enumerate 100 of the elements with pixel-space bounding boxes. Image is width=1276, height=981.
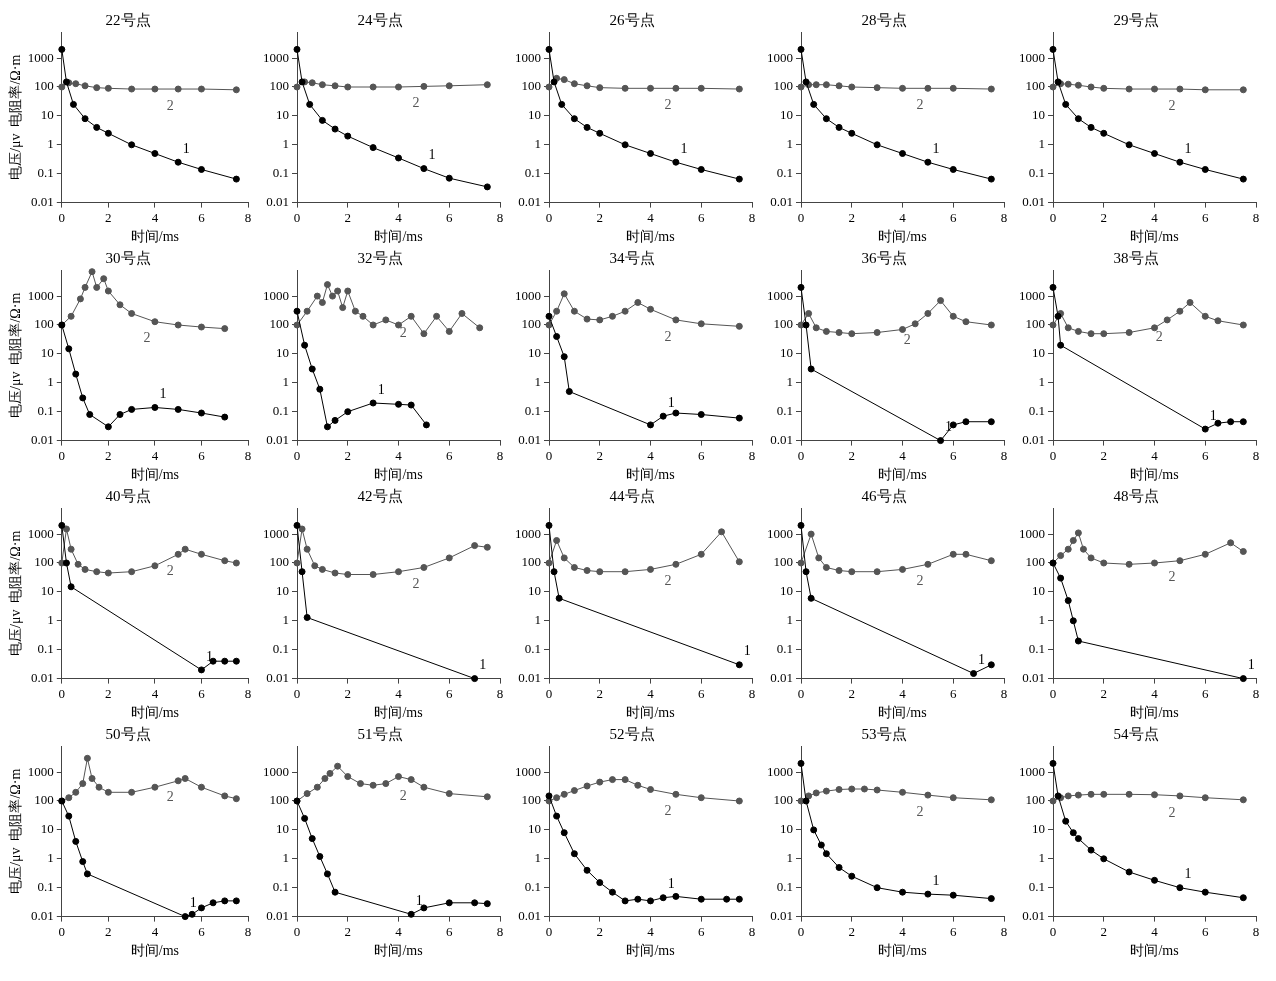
y-tick-label: 0.1 <box>37 879 54 895</box>
y-tick-label: 10 <box>780 821 793 837</box>
y-tick-label: 0.01 <box>31 432 54 448</box>
y-tick-label: 10 <box>40 583 54 599</box>
x-tick-label: 6 <box>446 923 453 939</box>
x-axis-title: 时间/ms <box>878 705 927 721</box>
y-tick-label: 0.1 <box>272 879 289 895</box>
x-tick-label: 0 <box>293 209 301 225</box>
y-tick-label: 1000 <box>263 287 289 303</box>
series-label: 2 <box>1168 569 1176 585</box>
chart-title: 54号点 <box>1113 725 1159 742</box>
y-tick-label: 1000 <box>767 525 793 541</box>
y-tick-label: 0.01 <box>770 432 793 448</box>
y-tick-label: 1 <box>282 374 289 390</box>
y-tick-label: 0.01 <box>1022 194 1045 210</box>
y-tick-label: 1000 <box>27 525 54 541</box>
series-label: 1 <box>1209 407 1217 423</box>
y-tick-label: 0.01 <box>770 670 793 686</box>
y-tick-label: 1000 <box>27 287 54 303</box>
y-tick-label: 0.01 <box>1022 908 1045 924</box>
x-tick-label: 8 <box>748 447 756 463</box>
y-tick-label: 1000 <box>27 49 54 65</box>
y-tick-label: 100 <box>269 316 289 332</box>
y-tick-label: 10 <box>780 583 793 599</box>
y-tick-label: 100 <box>34 792 54 808</box>
y-tick-label: 100 <box>34 316 54 332</box>
y-tick-label: 1 <box>47 850 54 866</box>
y-tick-label: 0.1 <box>524 641 541 657</box>
y-tick-label: 1 <box>534 612 541 628</box>
x-tick-label: 2 <box>596 447 603 463</box>
x-axis-title: 时间/ms <box>626 705 675 721</box>
x-tick-label: 4 <box>1151 447 1159 463</box>
y-tick-label: 1000 <box>515 287 541 303</box>
y-tick-label: 1 <box>786 136 793 152</box>
y-tick-label: 1000 <box>767 763 793 779</box>
series-label: 1 <box>479 657 487 673</box>
x-tick-label: 2 <box>848 447 855 463</box>
y-tick-label: 0.1 <box>524 165 541 181</box>
x-tick-label: 6 <box>950 685 957 701</box>
x-axis-title: 时间/ms <box>130 705 180 721</box>
x-axis-title: 时间/ms <box>374 705 423 721</box>
x-tick-label: 6 <box>1202 685 1209 701</box>
y-tick-label: 1 <box>786 374 793 390</box>
x-tick-label: 6 <box>198 923 206 939</box>
y-tick-label: 100 <box>34 554 54 570</box>
x-tick-label: 0 <box>545 447 553 463</box>
y-tick-label: 1 <box>786 612 793 628</box>
y-tick-label: 10 <box>1032 107 1045 123</box>
x-tick-label: 0 <box>1049 447 1057 463</box>
y-tick-label: 0.01 <box>770 194 793 210</box>
y-axis-title: 电压/μv 电阻率/Ω·m <box>8 292 24 418</box>
x-tick-label: 2 <box>1100 209 1107 225</box>
y-tick-label: 0.1 <box>1028 165 1045 181</box>
x-tick-label: 8 <box>1000 209 1008 225</box>
y-tick-label: 1 <box>47 612 54 628</box>
y-tick-label: 0.1 <box>524 403 541 419</box>
series-label: 1 <box>1184 140 1192 156</box>
y-tick-label: 10 <box>1032 821 1045 837</box>
x-axis-title: 时间/ms <box>1130 943 1179 959</box>
series-label: 1 <box>189 895 197 911</box>
y-tick-label: 1 <box>786 850 793 866</box>
series-label: 1 <box>743 643 751 659</box>
x-axis-title: 时间/ms <box>374 467 423 483</box>
x-axis-title: 时间/ms <box>130 229 180 245</box>
x-tick-label: 0 <box>293 923 301 939</box>
x-tick-label: 8 <box>244 923 252 939</box>
series-label: 1 <box>667 394 675 410</box>
x-tick-label: 0 <box>797 209 805 225</box>
chart-title: 48号点 <box>1113 487 1159 504</box>
x-tick-label: 4 <box>151 447 159 463</box>
y-tick-label: 10 <box>276 583 289 599</box>
y-tick-label: 1000 <box>515 763 541 779</box>
x-axis-title: 时间/ms <box>626 229 675 245</box>
y-tick-label: 1 <box>534 850 541 866</box>
y-tick-label: 1000 <box>263 49 289 65</box>
x-axis-title: 时间/ms <box>878 943 927 959</box>
y-tick-label: 10 <box>1032 583 1045 599</box>
y-tick-label: 1 <box>1038 136 1045 152</box>
y-tick-label: 10 <box>276 107 289 123</box>
series-label: 1 <box>1184 866 1192 882</box>
y-tick-label: 100 <box>34 78 54 94</box>
x-tick-label: 4 <box>899 209 907 225</box>
y-tick-label: 1000 <box>27 763 54 779</box>
x-tick-label: 0 <box>797 685 805 701</box>
y-tick-label: 10 <box>276 345 289 361</box>
y-tick-label: 100 <box>521 78 541 94</box>
y-tick-label: 1 <box>282 136 289 152</box>
y-tick-label: 10 <box>40 345 54 361</box>
x-tick-label: 8 <box>244 447 252 463</box>
x-tick-label: 6 <box>950 923 957 939</box>
series-label: 1 <box>667 876 675 892</box>
y-tick-label: 0.1 <box>272 403 289 419</box>
x-axis-title: 时间/ms <box>374 943 423 959</box>
series-label: 2 <box>664 328 672 344</box>
x-tick-label: 8 <box>748 685 756 701</box>
chart-title: 24号点 <box>357 11 403 28</box>
chart-title: 38号点 <box>1113 249 1159 266</box>
x-tick-label: 2 <box>344 685 351 701</box>
x-tick-label: 2 <box>596 209 603 225</box>
x-axis-title: 时间/ms <box>1130 705 1179 721</box>
